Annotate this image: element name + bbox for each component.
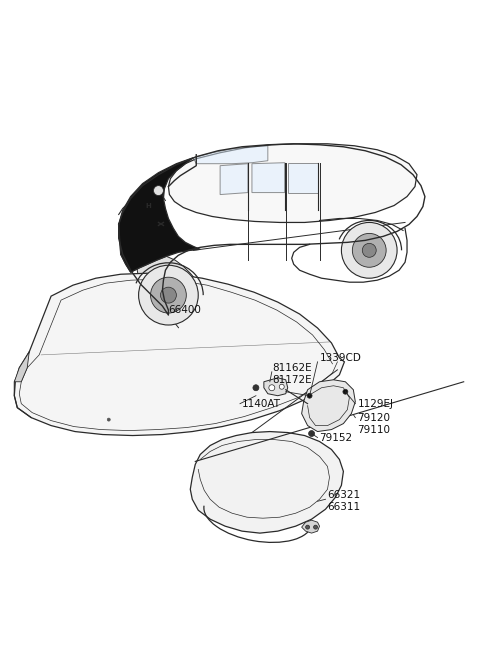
Circle shape: [343, 389, 348, 394]
Text: 81162E: 81162E: [272, 363, 312, 373]
Circle shape: [341, 223, 397, 278]
Text: 66321: 66321: [327, 491, 360, 500]
Circle shape: [253, 384, 259, 391]
Circle shape: [107, 418, 110, 421]
Polygon shape: [119, 158, 200, 272]
Circle shape: [279, 384, 284, 389]
Polygon shape: [119, 225, 200, 306]
Text: 1339CD: 1339CD: [320, 353, 361, 363]
Text: H: H: [145, 202, 151, 208]
Text: 79152: 79152: [320, 432, 353, 443]
Text: 79110: 79110: [357, 424, 390, 434]
Text: 81172E: 81172E: [272, 375, 312, 384]
Text: 1129EJ: 1129EJ: [357, 399, 393, 409]
Polygon shape: [252, 162, 285, 193]
Polygon shape: [14, 352, 29, 382]
Circle shape: [309, 430, 314, 436]
Polygon shape: [193, 146, 268, 164]
Text: 79120: 79120: [357, 413, 390, 422]
Circle shape: [154, 185, 164, 196]
Polygon shape: [301, 380, 355, 432]
Polygon shape: [264, 378, 288, 396]
Text: 1140AT: 1140AT: [242, 399, 281, 409]
Circle shape: [313, 525, 318, 529]
Circle shape: [151, 277, 186, 313]
Polygon shape: [220, 164, 248, 195]
Circle shape: [362, 244, 376, 257]
Circle shape: [306, 525, 310, 529]
Circle shape: [352, 233, 386, 267]
Text: 66311: 66311: [327, 502, 360, 512]
Circle shape: [139, 265, 198, 325]
Circle shape: [160, 287, 176, 303]
Circle shape: [307, 393, 312, 398]
Polygon shape: [190, 432, 343, 533]
Polygon shape: [168, 144, 417, 223]
Circle shape: [269, 384, 275, 391]
Polygon shape: [288, 162, 318, 193]
Polygon shape: [301, 520, 320, 533]
Text: 66400: 66400: [168, 305, 201, 315]
Polygon shape: [14, 273, 344, 436]
